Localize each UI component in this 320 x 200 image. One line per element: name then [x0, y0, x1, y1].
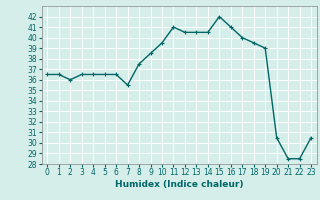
X-axis label: Humidex (Indice chaleur): Humidex (Indice chaleur)	[115, 180, 244, 189]
